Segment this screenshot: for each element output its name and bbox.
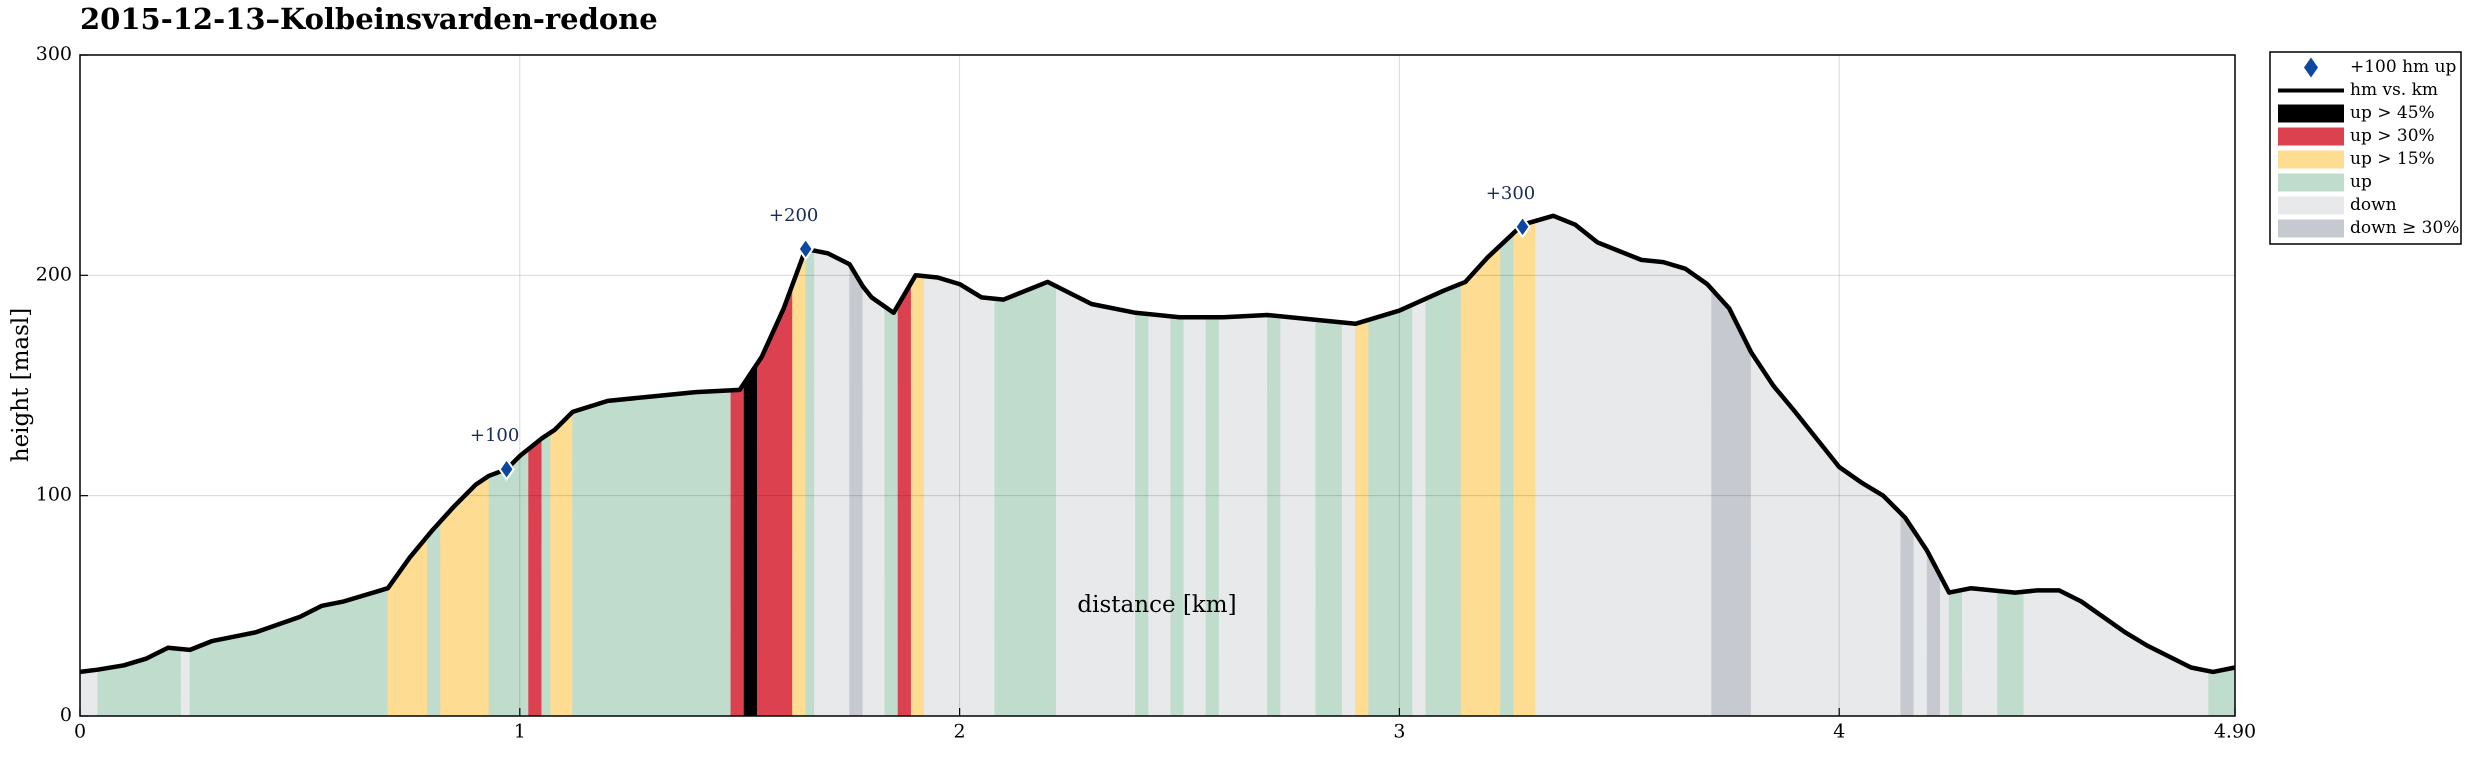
hm-marker-label: +100 [470,425,519,446]
axis-ticks: 0 1 2 3 4 4.90 0 100 200 300 [36,43,2256,743]
band-up-11 [572,389,732,717]
hm-marker-label: +200 [769,205,818,226]
band-up15-42 [1513,220,1537,717]
band-up-9 [541,431,551,717]
y-tick-label: 100 [36,484,72,506]
band-up-26 [1135,312,1149,717]
band-up30-21 [897,281,912,717]
band-up15-36 [1355,319,1369,717]
legend-marker-icon [2304,57,2318,78]
band-down-27 [1148,313,1172,717]
y-tick-label: 300 [36,43,72,65]
legend-label-up: up [2350,172,2372,192]
band-up-16 [805,248,815,717]
legend-swatch-up45 [2278,104,2344,123]
band-up-20 [884,304,899,717]
band-up-34 [1315,319,1343,717]
chart-title: 2015-12-13–Kolbeinsvarden-redone [80,2,658,36]
band-down30-46 [1900,512,1915,717]
band-up30-8 [528,437,543,717]
hm-marker-diamond [498,457,515,481]
legend-swatch-down [2278,196,2344,215]
legend-label-line: hm vs. km [2350,80,2438,100]
x-tick-label: 3 [1393,721,1405,743]
band-up-50 [1948,589,1963,717]
legend-swatch-up30 [2278,127,2344,146]
band-up-52 [1997,590,2025,717]
x-tick-label: 2 [954,721,966,743]
x-tick-label: 4 [1833,721,1845,743]
y-tick-label: 0 [60,704,72,726]
band-down-51 [1961,587,1998,717]
legend-label-down: down [2350,195,2397,215]
band-up-54 [2208,667,2236,717]
band-down-2 [180,648,191,717]
x-tick-label: 0 [74,721,86,743]
hm-marker-label: +300 [1486,183,1535,204]
band-up-37 [1368,304,1413,717]
band-up45-13 [743,362,758,717]
legend-swatch-up [2278,173,2344,192]
legend-swatch-up15 [2278,150,2344,169]
y-tick-label: 200 [36,263,72,285]
band-down30-18 [849,263,864,717]
band-up-41 [1500,232,1515,717]
band-down-47 [1913,529,1928,717]
x-axis-label: distance [km] [1077,592,1236,618]
legend-swatch-down30 [2278,219,2344,238]
band-up-30 [1205,316,1220,717]
y-axis-label: height [masl] [8,308,34,463]
band-down-33 [1280,315,1317,717]
band-down-29 [1183,316,1207,717]
band-down-31 [1218,314,1268,717]
grid-lines [80,55,2235,716]
x-tick-label: 1 [514,721,526,743]
band-up-24 [994,281,1057,717]
hm-marker-diamond [1514,215,1531,239]
legend-label-up45: up > 45% [2350,103,2435,123]
legend-label-down30: down ≥ 30% [2350,218,2459,238]
hm-marker-diamond [797,237,814,261]
marker-layer: +100 +200 +300 [470,183,1535,481]
band-down-25 [1055,285,1136,717]
band-down-35 [1341,322,1356,717]
profile-line [79,213,2236,675]
legend-label-up15: up > 15% [2350,149,2435,169]
legend-label-marker: +100 hm up [2350,57,2457,77]
plot-frame [79,54,2236,717]
legend-label-up30: up > 30% [2350,126,2435,146]
band-up15-10 [550,411,573,717]
band-up15-15 [792,248,806,717]
band-down-0 [79,669,98,717]
band-up-28 [1170,315,1185,717]
x-tick-label: 4.90 [2214,721,2256,743]
band-up30-12 [730,382,745,717]
band-down-19 [862,285,886,717]
band-down30-44 [1711,288,1752,717]
band-down-49 [1940,575,1950,717]
band-down-17 [814,250,850,717]
band-up-5 [427,520,441,717]
band-up-39 [1425,283,1462,717]
band-down-38 [1412,298,1427,717]
legend: +100 hm up hm vs. km up > 45% up > 30% up > … [2269,51,2462,245]
band-down-43 [1535,215,1712,717]
band-up-7 [488,448,529,717]
band-up-32 [1267,314,1281,717]
band-up15-40 [1460,244,1501,717]
